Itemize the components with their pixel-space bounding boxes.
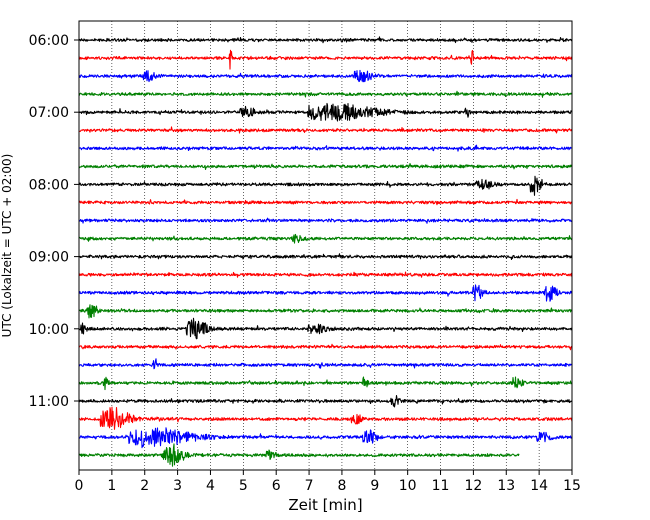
x-tick-label: 12 (464, 478, 482, 494)
trace-1000 (78, 317, 573, 340)
trace-0645 (78, 90, 573, 98)
x-tick-label: 4 (206, 478, 215, 494)
x-tick-labels: 0 1 2 3 4 5 6 7 8 9 10 11 12 13 14 15 (75, 478, 581, 494)
y-axis-title: UTC (Lokalzeit = UTC + 02:00) (0, 154, 14, 338)
trace-1030 (78, 358, 573, 370)
trace-0730 (78, 144, 573, 152)
trace-group (78, 36, 573, 467)
x-tick-label: 2 (140, 478, 149, 494)
y-tick-label: 06:00 (29, 33, 69, 49)
y-tick-labels: 06:00 07:00 08:00 09:00 10:00 11:00 (29, 33, 69, 410)
trace-0930 (78, 284, 573, 302)
trace-1130 (78, 427, 573, 449)
trace-0815 (78, 198, 573, 206)
x-tick-label: 9 (370, 478, 379, 494)
x-tick-label: 0 (75, 478, 84, 494)
trace-0845 (78, 233, 573, 244)
x-tick-label: 8 (337, 478, 346, 494)
x-tick-label: 15 (563, 478, 581, 494)
y-tick-label: 10:00 (29, 322, 69, 338)
x-tick-label: 10 (399, 478, 417, 494)
y-tick-label: 07:00 (29, 105, 69, 121)
plot-frame (78, 20, 573, 471)
x-tick-label: 7 (305, 478, 314, 494)
x-axis-title: Zeit [min] (288, 496, 362, 514)
x-tick-label: 5 (239, 478, 248, 494)
trace-0915 (78, 271, 573, 278)
trace-0715 (78, 126, 573, 134)
x-tick-label: 1 (107, 478, 116, 494)
x-tick-label: 11 (432, 478, 450, 494)
x-tick-label: 13 (497, 478, 515, 494)
trace-1015 (78, 343, 573, 351)
trace-0745 (78, 163, 573, 171)
y-tick-label: 11:00 (29, 394, 69, 410)
trace-0900 (78, 253, 573, 261)
trace-1100 (78, 395, 573, 408)
trace-1145 (78, 443, 520, 467)
x-tick-label: 3 (173, 478, 182, 494)
x-tick-label: 6 (272, 478, 281, 494)
tick-marks (74, 39, 573, 475)
trace-0615 (78, 49, 573, 70)
y-tick-label: 08:00 (29, 177, 69, 193)
trace-0800 (78, 175, 573, 196)
trace-0830 (78, 217, 573, 224)
trace-0945 (78, 304, 573, 319)
y-tick-label: 09:00 (29, 250, 69, 266)
x-tick-label: 14 (530, 478, 548, 494)
trace-1045 (78, 376, 573, 391)
trace-0700 (78, 102, 573, 122)
trace-0630 (78, 69, 573, 83)
trace-0600 (78, 36, 573, 44)
trace-1115 (78, 406, 573, 430)
